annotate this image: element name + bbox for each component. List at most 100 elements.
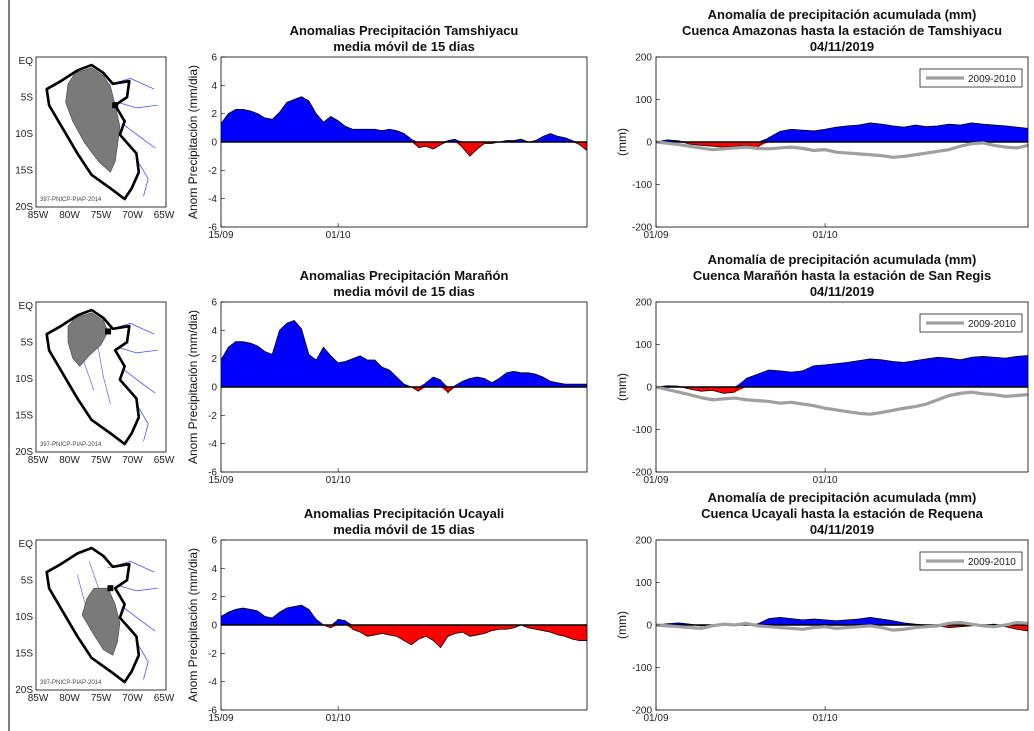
cumulative-title-line-2: Cuenca Amazonas hasta la estación de Tam… bbox=[682, 23, 1002, 38]
cumulative-ytick-label: 100 bbox=[635, 95, 652, 106]
anomaly-ytick-label: 4 bbox=[211, 326, 217, 337]
map-lon-tick: 75W bbox=[91, 455, 112, 466]
cumulative-panel-1: Anomalía de precipitación acumulada (mm)… bbox=[615, 7, 1029, 241]
anomaly-title-line-2: media móvil de 15 dias bbox=[333, 39, 475, 54]
cumulative-reference-line bbox=[655, 385, 1029, 416]
anomaly-ytick-label: 4 bbox=[211, 81, 217, 92]
anomaly-ytick-label: -4 bbox=[208, 439, 217, 450]
map-river bbox=[118, 585, 158, 592]
anomaly-ytick-label: -4 bbox=[208, 194, 217, 205]
map-lat-tick: 20S bbox=[15, 447, 33, 458]
cumulative-positive-area bbox=[656, 617, 1028, 625]
cumulative-ytick-label: 0 bbox=[646, 138, 652, 149]
map-station-marker bbox=[105, 328, 112, 335]
anomaly-title-line-1: Anomalias Precipitación Marañón bbox=[300, 268, 509, 283]
cumulative-reference-line bbox=[655, 140, 1029, 159]
map-lat-tick: 5S bbox=[21, 338, 34, 349]
legend-box bbox=[919, 551, 1023, 571]
map-lat-tick: 20S bbox=[15, 202, 33, 213]
map-lon-tick: 85W bbox=[28, 693, 49, 704]
map-lat-tick: EQ bbox=[19, 539, 34, 550]
map-lat-tick: 10S bbox=[15, 374, 33, 385]
map-lat-tick: EQ bbox=[19, 56, 34, 67]
anomaly-xtick-label: 15/09 bbox=[208, 230, 233, 241]
anomaly-positive-area bbox=[221, 605, 587, 625]
map-lat-tick: 20S bbox=[15, 685, 33, 696]
map-lon-tick: 70W bbox=[122, 455, 143, 466]
cumulative-ytick-label: 0 bbox=[646, 621, 652, 632]
map-river bbox=[136, 641, 149, 680]
cumulative-positive-area bbox=[656, 122, 1028, 142]
anomaly-title-line-1: Anomalias Precipitación Tamshiyacu bbox=[290, 23, 519, 38]
anomaly-ytick-label: 2 bbox=[211, 354, 217, 365]
cumulative-title-line-1: Anomalía de precipitación acumulada (mm) bbox=[708, 490, 977, 505]
anomaly-ytick-label: 0 bbox=[211, 621, 217, 632]
anomaly-ytick-label: 2 bbox=[211, 592, 217, 603]
cumulative-positive-area bbox=[656, 355, 1028, 387]
map-lon-tick: 80W bbox=[59, 693, 80, 704]
legend-box bbox=[919, 68, 1023, 88]
cumulative-xtick-label: 01/09 bbox=[643, 713, 668, 724]
cumulative-legend: 2009-2010 bbox=[919, 551, 1023, 571]
anomaly-xtick-label: 15/09 bbox=[208, 713, 233, 724]
map-lat-tick: 15S bbox=[15, 649, 33, 660]
anomaly-ytick-label: 6 bbox=[211, 298, 217, 309]
cumulative-current-line bbox=[655, 355, 1029, 394]
anomaly-ytick-label: 6 bbox=[211, 53, 217, 64]
map-lat-tick: 10S bbox=[15, 612, 33, 623]
cumulative-ylabel: (mm) bbox=[615, 611, 629, 639]
cumulative-ytick-label: -200 bbox=[632, 706, 652, 717]
anomaly-ytick-label: 0 bbox=[211, 138, 217, 149]
anomaly-ytick-label: -6 bbox=[208, 223, 217, 234]
map-river bbox=[124, 608, 156, 632]
map-lon-tick: 75W bbox=[91, 693, 112, 704]
map-watermark: 397-PNICP-PIAP-2014 bbox=[40, 197, 102, 203]
anomaly-xtick-label: 01/10 bbox=[326, 713, 351, 724]
cumulative-ytick-label: -200 bbox=[632, 468, 652, 479]
anomaly-title-line-2: media móvil de 15 dias bbox=[333, 284, 475, 299]
map-lon-tick: 75W bbox=[91, 210, 112, 221]
map-river bbox=[124, 125, 156, 149]
anomaly-ytick-label: -6 bbox=[208, 706, 217, 717]
map-river bbox=[136, 403, 149, 442]
anomaly-ytick-label: 2 bbox=[211, 109, 217, 120]
cumulative-title-line-2: Cuenca Marañón hasta la estación de San … bbox=[693, 268, 991, 283]
map-lat-tick: 5S bbox=[21, 93, 34, 104]
map-lat-tick: 5S bbox=[21, 576, 34, 587]
cumulative-xtick-label: 01/09 bbox=[643, 475, 668, 486]
map-watermark: 397-PNICP-PIAP-2014 bbox=[40, 442, 102, 448]
cumulative-ylabel: (mm) bbox=[615, 373, 629, 401]
cumulative-xtick-label: 01/10 bbox=[813, 475, 838, 486]
map-country-border bbox=[45, 546, 141, 684]
map-lon-tick: 65W bbox=[154, 455, 175, 466]
legend-label: 2009-2010 bbox=[968, 74, 1016, 85]
cumulative-ytick-label: 0 bbox=[646, 383, 652, 394]
anomaly-negative-area bbox=[221, 387, 587, 393]
cumulative-title-line-1: Anomalía de precipitación acumulada (mm) bbox=[708, 252, 977, 267]
anomaly-ytick-label: -2 bbox=[208, 166, 217, 177]
cumulative-xtick-label: 01/09 bbox=[643, 230, 668, 241]
cumulative-reference-line bbox=[655, 620, 1029, 632]
map-lon-tick: 70W bbox=[122, 210, 143, 221]
map-lat-tick: 15S bbox=[15, 166, 33, 177]
anomaly-xtick-label: 01/10 bbox=[326, 475, 351, 486]
anomaly-title-line-2: media móvil de 15 dias bbox=[333, 522, 475, 537]
map-river bbox=[124, 370, 156, 394]
cumulative-legend: 2009-2010 bbox=[919, 68, 1023, 88]
anomaly-ytick-label: 6 bbox=[211, 536, 217, 547]
map-watermark: 397-PNICP-PIAP-2014 bbox=[40, 680, 102, 686]
cumulative-ytick-label: 100 bbox=[635, 340, 652, 351]
anomaly-panel-1: Anomalias Precipitación Tamshiyacumedia … bbox=[186, 23, 588, 241]
cumulative-title-line-2: Cuenca Ucayali hasta la estación de Requ… bbox=[701, 506, 984, 521]
cumulative-ytick-label: 200 bbox=[635, 298, 652, 309]
anomaly-ylabel: Anom Precipitación (mm/dia) bbox=[186, 548, 200, 702]
map-lat-tick: EQ bbox=[19, 301, 34, 312]
map-lon-tick: 80W bbox=[59, 210, 80, 221]
cumulative-current-line bbox=[655, 122, 1029, 148]
map-lat-tick: 10S bbox=[15, 129, 33, 140]
anomaly-ytick-label: 0 bbox=[211, 383, 217, 394]
cumulative-ytick-label: 200 bbox=[635, 536, 652, 547]
